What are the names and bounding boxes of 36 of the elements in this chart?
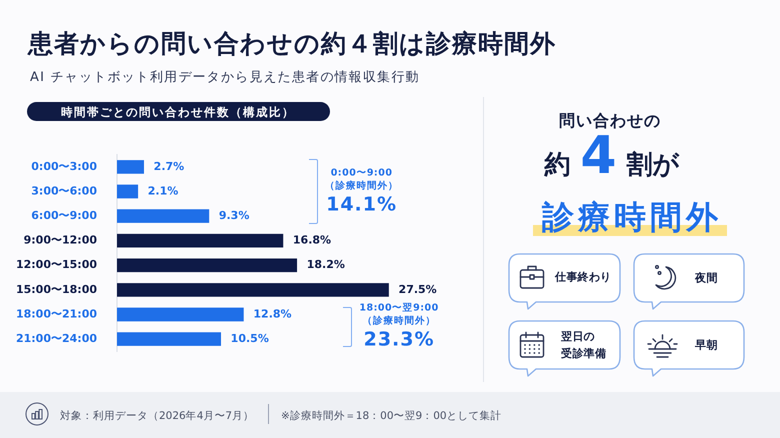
data-label: 2.1% [148, 184, 178, 198]
data-label: 10.5% [230, 332, 269, 345]
text: 夜間 [695, 270, 718, 286]
data-label: 18.2% [306, 258, 345, 272]
bar [117, 184, 138, 198]
data-label: 27.5% [398, 282, 437, 296]
y-tick-label: 6:00〜9:00 [31, 208, 98, 222]
bar [117, 160, 144, 174]
y-tick-label: 12:00〜15:00 [16, 258, 98, 272]
y-tick-label: 15:00〜18:00 [16, 282, 98, 296]
bar [117, 283, 389, 297]
data-label: 12.8% [253, 307, 292, 320]
text: 診療時間外 [542, 197, 722, 238]
chart-subtitle: AI チャットボット利用データから見えた患者の情報収集行動 [30, 69, 420, 86]
chart-title: 患者からの問い合わせの約４割は診療時間外 [28, 28, 556, 60]
annotation: 18:00〜翌9:00 （診療時間外） 23.3% [359, 301, 439, 352]
bar [117, 332, 222, 346]
y-tick-label: 0:00〜3:00 [31, 160, 98, 173]
bar [117, 308, 244, 322]
y-tick-label: 9:00〜12:00 [24, 234, 98, 247]
y-tick-label: 3:00〜6:00 [31, 184, 98, 198]
bar [117, 209, 210, 223]
text: 翌日の受診準備 [561, 329, 606, 362]
y-tick-label: 18:00〜21:00 [16, 307, 98, 320]
y-tick-label: 21:00〜24:00 [16, 332, 98, 345]
text: 仕事終わり [555, 270, 612, 286]
data-label: 2.7% [154, 160, 184, 173]
text: 早朝 [695, 338, 718, 354]
text: 時間帯ごとの問い合わせ件数（構成比） [61, 105, 295, 120]
bar [117, 258, 298, 272]
text: ※診療時間外＝18：00〜翌9：00として集計 [281, 409, 502, 423]
text: 対象：利用データ（2026年4月〜7月） [60, 409, 254, 423]
data-label: 16.8% [292, 234, 332, 247]
bar [117, 234, 284, 248]
annotation: 0:00〜9:00 （診療時間外） 14.1% [324, 166, 398, 217]
data-label: 9.3% [218, 208, 250, 222]
